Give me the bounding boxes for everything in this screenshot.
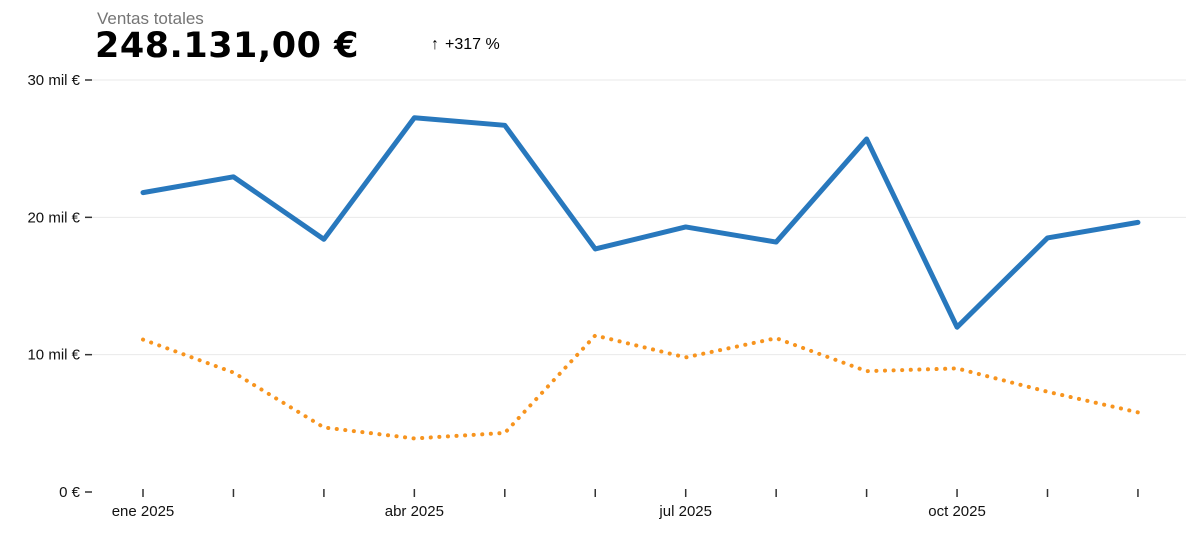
y-axis-label: 20 mil €: [27, 209, 80, 226]
x-axis-label: jul 2025: [658, 503, 712, 520]
comparativa-linea-naranja-punteada: [141, 333, 1140, 441]
total-sales-value: 248.131,00 €: [95, 26, 359, 66]
y-axis-label: 30 mil €: [27, 72, 80, 89]
x-axis-label: oct 2025: [928, 503, 986, 520]
x-axis-label: ene 2025: [112, 503, 175, 520]
ventas-linea-azul-solida: [140, 115, 1141, 330]
y-axis-label: 10 mil €: [27, 347, 80, 364]
chart-title: Ventas totales: [97, 9, 204, 28]
change-percent: +317 %: [445, 36, 500, 53]
x-axis-label: abr 2025: [385, 503, 444, 520]
change-indicator: ↑ +317 %: [431, 35, 500, 55]
y-axis-label: 0 €: [59, 484, 81, 501]
arrow-up-icon: ↑: [431, 36, 439, 53]
